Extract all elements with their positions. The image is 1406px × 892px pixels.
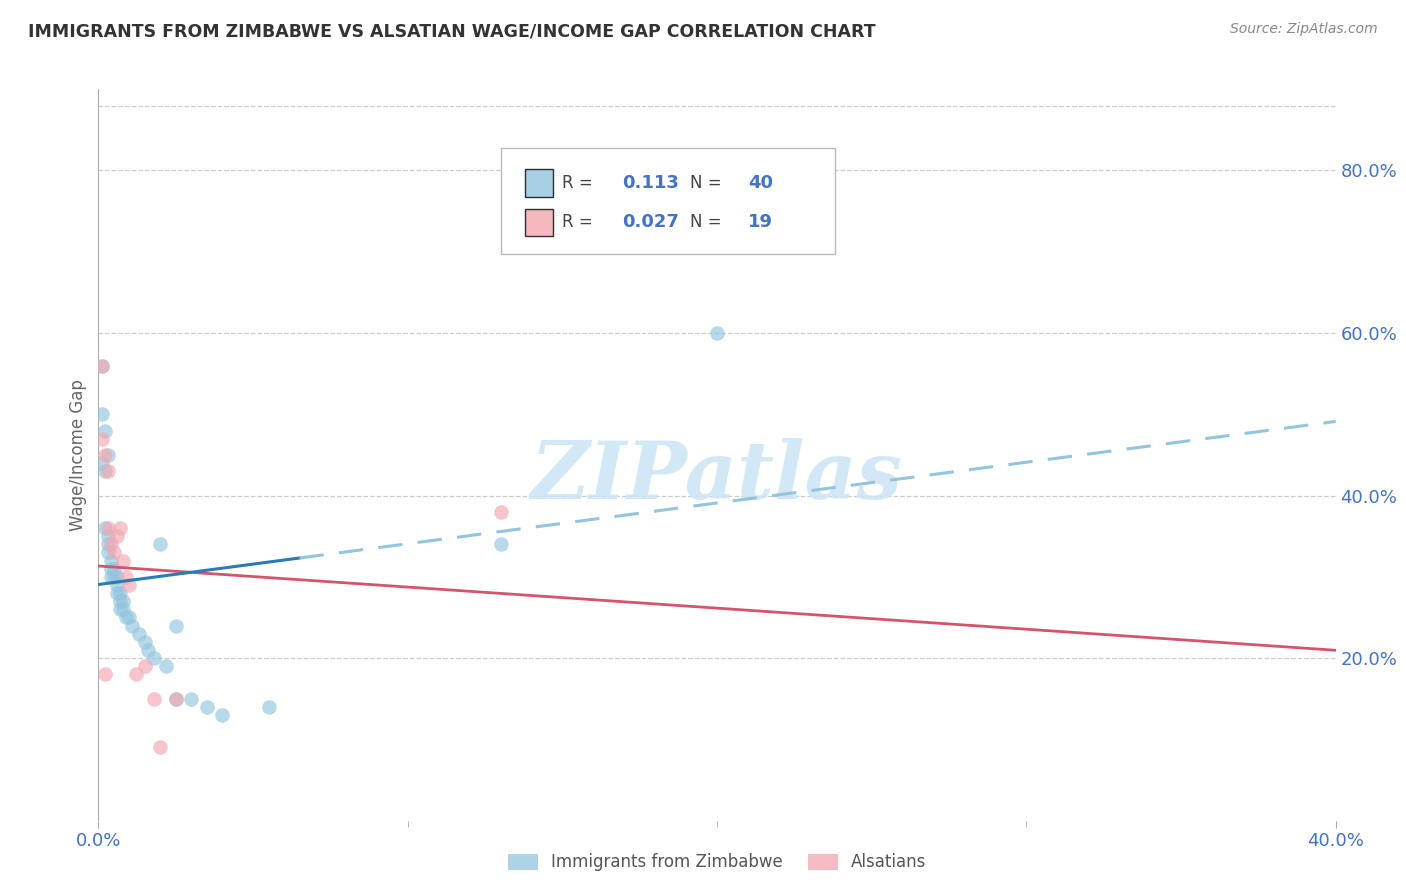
Point [93, 521, 115, 535]
Legend: Immigrants from Zimbabwe, Alsatians: Immigrants from Zimbabwe, Alsatians [501, 847, 934, 878]
Point [136, 643, 159, 657]
Point [115, 570, 138, 584]
Point [165, 618, 187, 632]
Point [706, 326, 728, 340]
Point [100, 537, 122, 551]
Point [489, 537, 512, 551]
Point [97, 464, 120, 478]
Point [211, 708, 233, 723]
Point [165, 691, 187, 706]
Point [155, 659, 177, 673]
Text: 0.113: 0.113 [621, 174, 679, 192]
Point [108, 594, 131, 608]
Text: R =: R = [562, 213, 593, 231]
Point [103, 570, 125, 584]
Point [115, 610, 138, 624]
Point [489, 505, 512, 519]
Point [90, 407, 112, 421]
Point [108, 602, 131, 616]
Point [97, 529, 120, 543]
Point [118, 610, 141, 624]
Point [143, 691, 166, 706]
Point [112, 602, 135, 616]
Point [257, 699, 280, 714]
Text: 40: 40 [748, 174, 773, 192]
Point [134, 635, 156, 649]
Point [124, 667, 146, 681]
Point [90, 456, 112, 470]
Point [105, 529, 128, 543]
Point [90, 359, 112, 373]
Point [105, 570, 128, 584]
Text: ZIPatlas: ZIPatlas [531, 438, 903, 516]
Text: N =: N = [690, 174, 721, 192]
Point [108, 521, 131, 535]
Point [90, 359, 112, 373]
Point [112, 553, 135, 567]
Point [100, 562, 122, 576]
Point [149, 740, 172, 755]
Point [105, 578, 128, 592]
Point [112, 594, 135, 608]
Point [100, 553, 122, 567]
Point [100, 570, 122, 584]
Point [97, 521, 120, 535]
Text: IMMIGRANTS FROM ZIMBABWE VS ALSATIAN WAGE/INCOME GAP CORRELATION CHART: IMMIGRANTS FROM ZIMBABWE VS ALSATIAN WAG… [28, 22, 876, 40]
Point [97, 537, 120, 551]
Point [108, 586, 131, 600]
Point [103, 562, 125, 576]
Point [195, 699, 218, 714]
Point [118, 578, 141, 592]
Text: R =: R = [562, 174, 593, 192]
Point [97, 448, 120, 462]
Point [149, 537, 172, 551]
Point [103, 545, 125, 559]
Point [134, 659, 156, 673]
Text: 19: 19 [748, 213, 773, 231]
FancyBboxPatch shape [526, 209, 553, 236]
Text: N =: N = [690, 213, 721, 231]
FancyBboxPatch shape [501, 148, 835, 253]
Point [128, 626, 150, 640]
Y-axis label: Wage/Income Gap: Wage/Income Gap [69, 379, 87, 531]
Point [93, 424, 115, 438]
Point [90, 432, 112, 446]
Text: Source: ZipAtlas.com: Source: ZipAtlas.com [1230, 22, 1378, 37]
Point [143, 651, 166, 665]
Point [97, 545, 120, 559]
Point [93, 464, 115, 478]
Point [93, 667, 115, 681]
FancyBboxPatch shape [526, 169, 553, 197]
Point [93, 448, 115, 462]
Point [180, 691, 202, 706]
Point [121, 618, 143, 632]
Point [165, 691, 187, 706]
Point [105, 586, 128, 600]
Text: 0.027: 0.027 [621, 213, 679, 231]
